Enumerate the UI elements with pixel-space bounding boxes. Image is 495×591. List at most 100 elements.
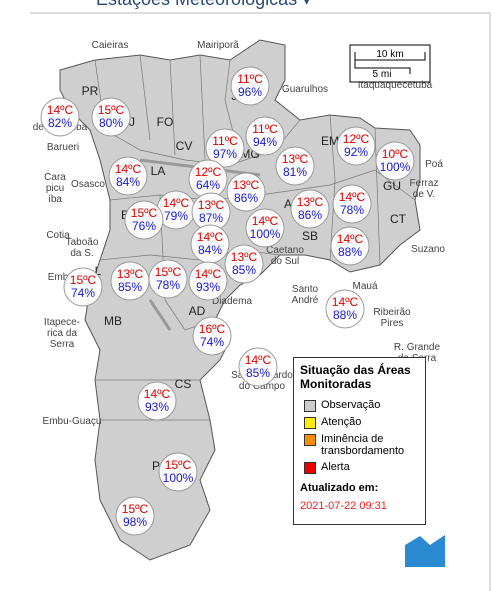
region-code: P xyxy=(152,459,160,473)
station-temperature: 15ºC xyxy=(98,103,125,117)
station-circle xyxy=(330,226,370,266)
station-circle xyxy=(91,97,131,137)
station-temperature: 14ºC xyxy=(332,295,359,309)
station-temperature: 15ºC xyxy=(70,273,97,287)
region-code: FO xyxy=(157,115,174,129)
legend-label: Observação xyxy=(321,399,381,411)
station-temperature: 15ºC xyxy=(155,265,182,279)
region-code: A xyxy=(284,197,292,211)
station-temperature: 15ºC xyxy=(165,458,192,472)
station-temperature: 14ºC xyxy=(195,267,222,281)
station-temperature: 12ºC xyxy=(195,165,222,179)
station-temperature: 16ºC xyxy=(199,322,226,336)
place-label: Itaquaquecetuba xyxy=(358,80,433,91)
place-label: Barueri xyxy=(47,142,79,153)
station-humidity: 93% xyxy=(145,400,169,414)
place-label: Embu-Guaçu xyxy=(43,416,102,427)
station-humidity: 74% xyxy=(71,286,95,300)
station-temperature: 14ºC xyxy=(252,214,279,228)
place-label: rica da xyxy=(47,328,77,339)
station-circle xyxy=(40,97,80,137)
station-temperature: 14ºC xyxy=(47,103,74,117)
title[interactable]: Estações Meteorológicas ▾ xyxy=(96,0,311,10)
station-temperature: 14ºC xyxy=(163,196,190,210)
region-code: CT xyxy=(390,212,407,226)
station-circle xyxy=(332,184,372,224)
station-circle xyxy=(290,189,330,229)
place-label: André xyxy=(292,295,319,306)
scale-km: 10 km xyxy=(376,49,403,60)
station-humidity: 88% xyxy=(333,308,357,322)
scale-lines xyxy=(354,52,426,74)
legend-title: Situação das Áreas Monitoradas xyxy=(300,363,411,391)
station-humidity: 96% xyxy=(238,85,262,99)
station-circle xyxy=(158,452,198,492)
station-circle xyxy=(205,128,245,168)
region-code: AD xyxy=(189,304,206,318)
station-humidity: 85% xyxy=(118,280,142,294)
station-circle xyxy=(137,381,177,421)
legend-swatch xyxy=(304,462,316,474)
region-code: L xyxy=(95,264,102,278)
station-humidity: 85% xyxy=(232,263,256,277)
station-humidity: 78% xyxy=(340,203,364,217)
legend: Situação das Áreas Monitoradas Observaçã… xyxy=(293,357,426,525)
place-label: Caieiras xyxy=(92,40,129,51)
corner-icon[interactable] xyxy=(405,535,445,567)
station-circle xyxy=(148,259,188,299)
place-label: Diadema xyxy=(212,296,252,307)
station-circle xyxy=(238,347,278,387)
region-code: B xyxy=(121,208,129,222)
place-label: Suzano xyxy=(411,244,445,255)
station-temperature: 13ºC xyxy=(117,267,144,281)
station-circle xyxy=(108,156,148,196)
updated-time: 2021-07-22 09:31 xyxy=(300,500,387,512)
place-label: Ferraz xyxy=(410,178,439,189)
updated-label: Atualizado em: xyxy=(300,482,379,494)
station-circle xyxy=(336,126,376,166)
station-circle xyxy=(124,200,164,240)
station-humidity: 100% xyxy=(380,160,411,174)
station-temperature: 14ºC xyxy=(339,190,366,204)
station-humidity: 94% xyxy=(253,135,277,149)
region-code: CV xyxy=(176,139,193,153)
place-label: da S. xyxy=(70,248,93,259)
station-circle xyxy=(275,146,315,186)
station-circle xyxy=(224,244,264,284)
station-humidity: 87% xyxy=(199,211,223,225)
legend-items: Observação Atenção Iminência de transborda… xyxy=(300,399,419,474)
station-humidity: 79% xyxy=(164,209,188,223)
scale-box xyxy=(349,44,431,83)
station-humidity: 98% xyxy=(123,515,147,529)
place-label: Osasco xyxy=(71,179,105,190)
place-label: Pires xyxy=(381,318,404,329)
place-label: Emb xyxy=(48,272,69,283)
station-humidity: 88% xyxy=(338,245,362,259)
place-label: do Campo xyxy=(239,381,286,392)
place-label: Mairiporã xyxy=(197,40,239,51)
station-humidity: 78% xyxy=(156,278,180,292)
region-code: GU xyxy=(383,179,401,193)
station-temperature: 13ºC xyxy=(231,250,258,264)
legend-item: Atenção xyxy=(300,416,419,429)
station-temperature: 13ºC xyxy=(233,178,260,192)
place-label: Mauá xyxy=(352,281,377,292)
place-label: Guarulhos xyxy=(282,84,328,95)
station-humidity: 81% xyxy=(283,165,307,179)
